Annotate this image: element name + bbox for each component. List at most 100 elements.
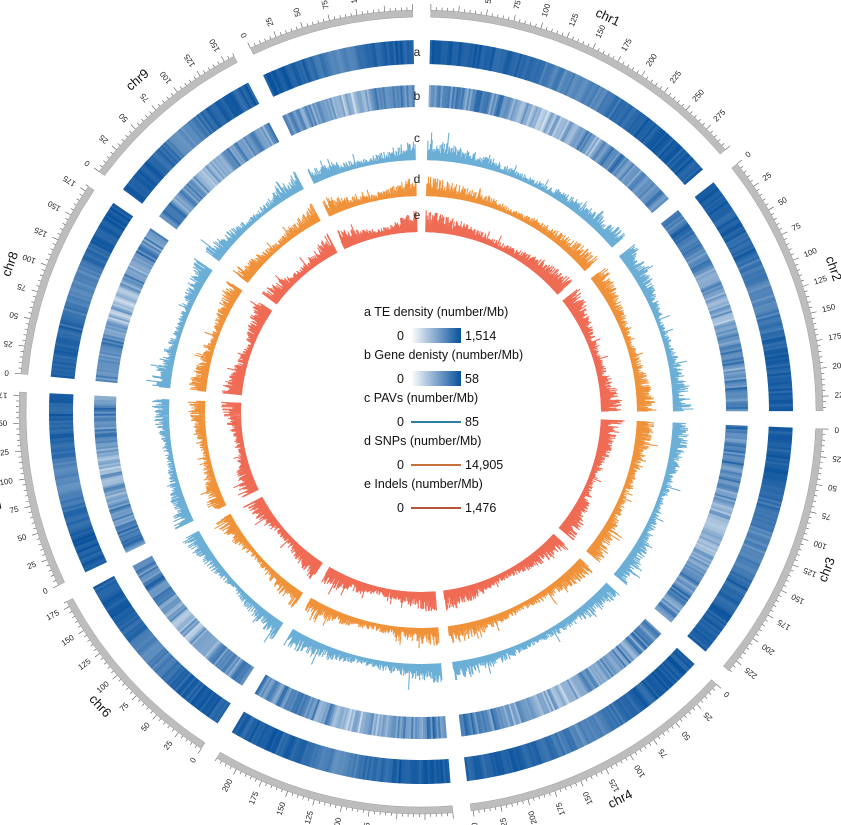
track-letter-c: c bbox=[414, 131, 420, 145]
track-b-chr4 bbox=[458, 618, 662, 737]
legend: a TE density (number/Mb) 0 1,514 b Gene den… bbox=[364, 305, 523, 515]
track-b-chr6 bbox=[132, 555, 255, 686]
tick-label: 150 bbox=[0, 419, 8, 428]
tick-label: 50 bbox=[679, 729, 692, 742]
legend-min: 0 bbox=[397, 372, 404, 386]
legend-gradient bbox=[411, 328, 461, 343]
track-c-chr9 bbox=[200, 171, 304, 262]
legend-title: a TE density (number/Mb) bbox=[364, 305, 508, 319]
tick-label: 100 bbox=[812, 538, 828, 551]
track-d-chr3 bbox=[586, 420, 658, 563]
tick-label: 75 bbox=[15, 281, 27, 292]
tick-label: 150 bbox=[207, 37, 222, 54]
tick-label: 150 bbox=[581, 790, 595, 806]
tick-label: 50 bbox=[291, 6, 302, 18]
tick-label: 100 bbox=[348, 0, 359, 4]
tick-label: 225 bbox=[498, 816, 510, 825]
tick-label: 125 bbox=[303, 809, 315, 825]
track-a-chr7 bbox=[49, 393, 108, 573]
tick-label: 125 bbox=[0, 448, 10, 458]
tick-label: 200 bbox=[220, 777, 234, 793]
tick-label: 50 bbox=[117, 111, 130, 124]
chromosome-band-chr7 bbox=[18, 391, 65, 586]
track-a-chr8 bbox=[50, 202, 134, 379]
track-a-chr2 bbox=[694, 182, 793, 412]
track-a-chr10 bbox=[263, 40, 415, 97]
track-d-chr2 bbox=[590, 267, 657, 412]
legend-min: 0 bbox=[397, 329, 404, 343]
tick-label: 0 bbox=[239, 31, 249, 39]
tick-label: 225 bbox=[742, 665, 758, 681]
tick-label: 175 bbox=[247, 790, 261, 806]
tick-label: 150 bbox=[46, 199, 63, 214]
tick-label: 50 bbox=[776, 195, 789, 208]
track-b-chr2 bbox=[660, 210, 748, 412]
track-d-chr7 bbox=[187, 400, 227, 510]
tick-label: 150 bbox=[789, 592, 805, 606]
chromosome-band-chr9 bbox=[98, 55, 238, 176]
chromosome-band-chr5 bbox=[216, 751, 454, 815]
tick-label: 50 bbox=[484, 0, 494, 4]
tick-label: 75 bbox=[656, 747, 669, 760]
track-c-chr1 bbox=[426, 132, 626, 248]
tick-label: 175 bbox=[61, 173, 78, 188]
tick-label: 25 bbox=[162, 739, 175, 752]
ticks-chr7: 0 25 50 75 100 125 150 175 bbox=[0, 390, 59, 596]
legend-max: 58 bbox=[465, 372, 479, 386]
chromosome-label-chr8: chr8 bbox=[0, 250, 21, 279]
tick-label: 25 bbox=[264, 16, 276, 28]
tick-label: 225 bbox=[834, 390, 841, 400]
chromosome-band-chr3 bbox=[722, 428, 823, 672]
tick-label: 125 bbox=[802, 565, 818, 579]
tick-label: 100 bbox=[332, 816, 344, 825]
track-c-chr5 bbox=[283, 628, 443, 690]
track-b-chr8 bbox=[95, 228, 169, 384]
track-a-chr5 bbox=[231, 711, 451, 784]
chromosome-band-chr8 bbox=[20, 185, 95, 375]
legend-min: 0 bbox=[397, 458, 404, 472]
tick-label: 100 bbox=[0, 476, 14, 487]
track-e-chr4 bbox=[443, 533, 569, 611]
tick-label: 100 bbox=[158, 69, 174, 86]
legend-item-c: c PAVs (number/Mb) 0 85 bbox=[364, 391, 479, 429]
legend-item-a: a TE density (number/Mb) 0 1,514 bbox=[364, 305, 508, 343]
tick-label: 75 bbox=[118, 700, 131, 713]
legend-item-b: b Gene denisty (number/Mb) 0 58 bbox=[364, 348, 523, 386]
tick-label: 125 bbox=[182, 52, 197, 69]
track-d-chr9 bbox=[232, 203, 321, 283]
tick-label: 150 bbox=[594, 23, 608, 39]
tick-label: 125 bbox=[567, 12, 580, 28]
chromosome-label-chr9: chr9 bbox=[123, 66, 152, 94]
legend-max: 85 bbox=[465, 415, 479, 429]
tick-label: 50 bbox=[139, 720, 152, 733]
tick-label: 250 bbox=[470, 821, 481, 825]
track-letter-b: b bbox=[414, 89, 421, 103]
tick-label: 175 bbox=[554, 801, 567, 817]
tick-label: 75 bbox=[790, 221, 802, 233]
track-d-chr8 bbox=[189, 281, 243, 392]
track-e-chr6 bbox=[242, 496, 323, 580]
legend-title: c PAVs (number/Mb) bbox=[364, 391, 478, 405]
track-e-chr8 bbox=[222, 300, 273, 396]
track-c-chr8 bbox=[146, 258, 213, 389]
tick-label: 0 bbox=[188, 756, 198, 765]
track-b-chr9 bbox=[159, 122, 280, 230]
legend-gradient bbox=[411, 371, 461, 386]
tick-label: 100 bbox=[632, 763, 647, 780]
chromosome-band-chr10 bbox=[249, 9, 413, 55]
chromosome-band-chr6 bbox=[66, 598, 206, 749]
tick-label: 150 bbox=[821, 302, 837, 314]
track-c-chr7 bbox=[151, 398, 194, 530]
tick-label: 275 bbox=[712, 107, 728, 123]
tick-label: 200 bbox=[526, 809, 538, 825]
tick-label: 75 bbox=[138, 91, 151, 104]
tick-label: 75 bbox=[820, 511, 831, 522]
tick-label: 150 bbox=[275, 800, 288, 816]
tick-label: 250 bbox=[690, 87, 706, 103]
chromosome-label-chr6: chr6 bbox=[86, 691, 114, 720]
track-letter-e: e bbox=[414, 208, 421, 222]
track-a-chr9 bbox=[122, 82, 260, 204]
track-e-chr3 bbox=[558, 419, 625, 541]
